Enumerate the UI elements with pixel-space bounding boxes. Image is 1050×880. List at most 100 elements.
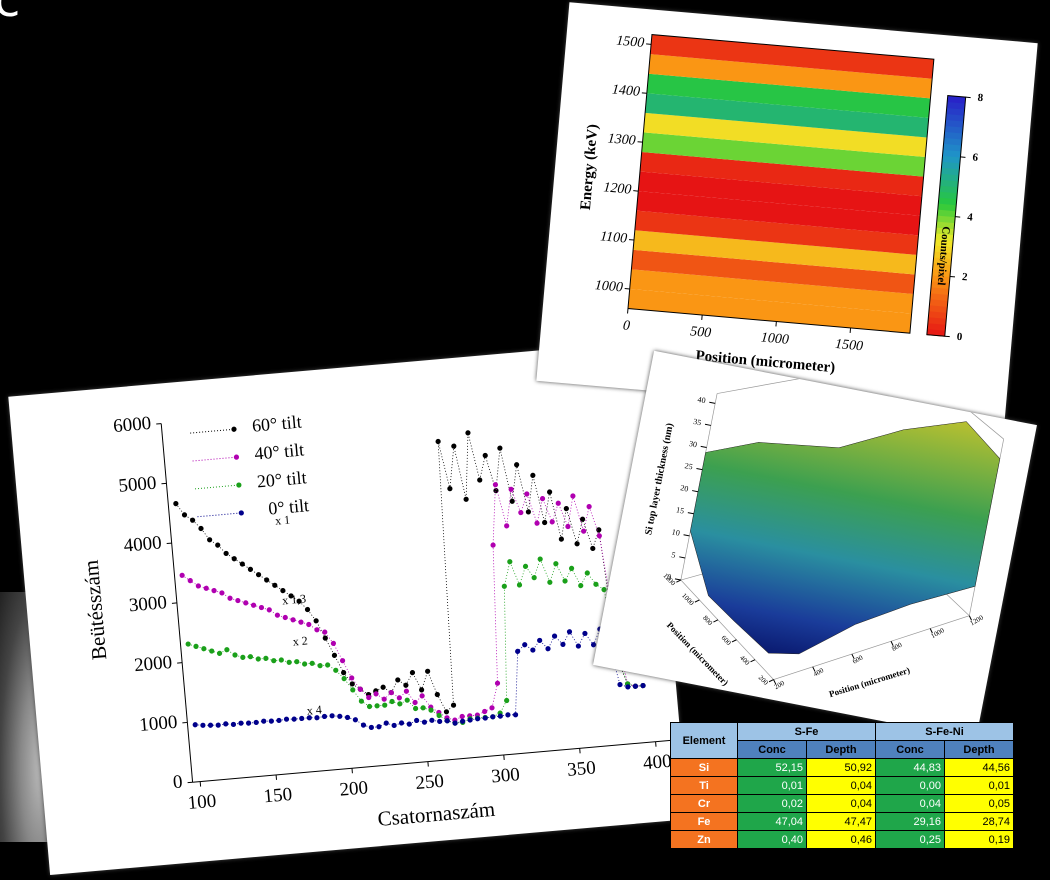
data-point: [223, 551, 229, 557]
data-point: [482, 453, 488, 459]
table-cell: Fe: [671, 813, 738, 831]
y-axis-label: Energy (keV): [578, 123, 601, 210]
data-point: [414, 718, 420, 724]
data-point: [294, 659, 300, 665]
data-point: [412, 700, 418, 706]
scale-annotation: x 1,3: [281, 591, 306, 607]
colorbar-tick-label: 0: [956, 331, 963, 343]
y-tick-label: 5000: [118, 473, 158, 497]
data-point: [534, 520, 540, 526]
z-tick-label: 10: [671, 527, 681, 537]
data-point: [243, 600, 249, 606]
data-point: [325, 662, 331, 668]
data-point: [349, 675, 355, 681]
data-point: [497, 445, 503, 451]
x-tick-label: 0: [622, 318, 630, 334]
data-point: [419, 687, 425, 693]
data-point: [526, 509, 532, 515]
data-point: [266, 607, 272, 613]
legend-marker: [238, 510, 244, 516]
data-point: [193, 644, 199, 650]
data-point: [200, 722, 206, 728]
x-tick-label: 300: [490, 764, 520, 787]
data-point: [219, 590, 225, 596]
table-cell: Zn: [671, 831, 738, 849]
data-point: [429, 717, 435, 723]
data-point: [502, 583, 508, 589]
colorbar-tick-label: 4: [967, 211, 974, 223]
data-point: [524, 491, 530, 497]
data-point: [279, 657, 285, 663]
data-point: [547, 489, 553, 495]
data-point: [246, 720, 252, 726]
legend-marker: [236, 482, 242, 488]
series-line: [183, 551, 644, 746]
legend-label: 40° tilt: [254, 439, 305, 463]
data-point: [601, 587, 607, 593]
data-point: [582, 631, 588, 637]
scale-annotation: x 1: [275, 512, 291, 527]
data-point: [504, 523, 510, 529]
data-point: [264, 577, 270, 583]
y-axis-label: Beütésszám: [79, 559, 112, 661]
data-point: [253, 720, 259, 726]
data-point: [530, 473, 536, 479]
data-point: [586, 504, 592, 510]
x-axis-label: Csatornaszám: [377, 797, 496, 831]
z-tick: [701, 446, 707, 447]
data-point: [617, 682, 623, 688]
y-tick-label: 200: [757, 674, 770, 687]
data-point: [549, 519, 555, 525]
z-axis-label: Si top layer thickness (nm): [643, 422, 675, 536]
data-point: [215, 722, 221, 728]
y-tick-label: 6000: [112, 413, 152, 437]
data-point: [584, 570, 590, 576]
x-tick-label: 1500: [834, 337, 863, 354]
data-point: [555, 500, 561, 506]
data-point: [248, 567, 254, 573]
y-tick-label: 800: [701, 614, 714, 627]
z-tick: [709, 402, 715, 403]
y-tick-label: 1200: [661, 572, 677, 588]
x-tick-label: 250: [415, 771, 445, 794]
data-point: [397, 695, 403, 701]
data-point: [231, 556, 237, 562]
data-point: [553, 561, 559, 567]
data-point: [447, 486, 453, 492]
data-point: [560, 642, 566, 648]
data-point: [215, 542, 221, 548]
data-point: [522, 642, 528, 648]
y-tick-label: 2000: [133, 652, 173, 676]
legend-label: 20° tilt: [256, 467, 307, 491]
data-point: [187, 578, 193, 584]
data-point: [349, 681, 355, 687]
data-point: [240, 655, 246, 661]
data-point: [537, 638, 543, 644]
scale-annotation: x 2: [292, 633, 308, 648]
data-point: [482, 709, 488, 715]
data-point: [341, 676, 347, 682]
data-point: [395, 677, 401, 683]
data-point: [518, 510, 524, 516]
data-point: [397, 701, 403, 707]
data-point: [317, 663, 323, 669]
table-cell: 29,16: [876, 813, 945, 831]
data-point: [207, 537, 213, 543]
data-point: [540, 496, 546, 502]
data-point: [331, 641, 337, 647]
data-point: [232, 652, 238, 658]
data-point: [302, 661, 308, 667]
z-tick: [679, 557, 685, 558]
data-point: [490, 714, 496, 720]
legend-line: [195, 485, 239, 489]
data-point: [391, 723, 397, 729]
table-cell: S-Fe-Ni: [876, 723, 1014, 741]
y-tick-label: 1400: [611, 82, 640, 99]
table-cell: 0,01: [738, 777, 807, 795]
data-point: [284, 716, 290, 722]
x-tick-label: 150: [263, 784, 293, 807]
data-point: [263, 656, 269, 662]
